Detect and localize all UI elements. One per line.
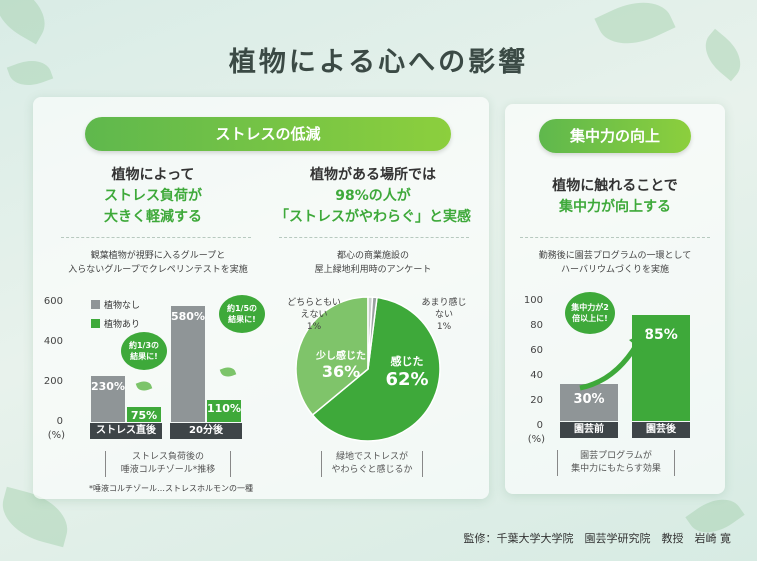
- caption-line: 唾液コルチゾール*推移: [120, 465, 216, 475]
- description-line: 屋上緑地利用時のアンケート: [314, 265, 432, 275]
- y-tick: 400: [43, 336, 63, 347]
- legend-swatch-none: [91, 300, 100, 309]
- legend-swatch-with: [91, 319, 100, 328]
- headline-line: 「ストレスがやわらぐ」と実感: [275, 209, 471, 225]
- pie-slice: [367, 296, 378, 370]
- bar-none-stress: [91, 376, 125, 422]
- caption-line: ストレス負荷後の: [131, 452, 204, 462]
- leaf-decoration: [0, 0, 56, 45]
- headline-line: 98%の人が: [335, 188, 411, 204]
- pie-slice: [295, 296, 369, 416]
- pie-label-agree: 感じた 62%: [375, 353, 439, 390]
- slice-value: 1%: [306, 322, 322, 332]
- y-tick: 600: [43, 296, 63, 307]
- pie-label-disagree: あまり感じない 1%: [419, 297, 469, 333]
- category-label-stress: ストレス直後: [90, 423, 162, 439]
- caption-line: 緑地でストレスが: [335, 452, 408, 462]
- increase-arrow-icon: [579, 332, 647, 391]
- headline-line: 大きく軽減する: [104, 209, 202, 225]
- headline-line: ストレス負荷が: [104, 188, 202, 204]
- description-line: 勤務後に園芸プログラムの一環として: [538, 251, 692, 261]
- y-tick: 20: [530, 395, 543, 406]
- slice-value: 62%: [385, 369, 429, 390]
- bar-value-label: 85%: [644, 326, 678, 343]
- credit: 監修：千葉大学大学院 園芸学研究院 教授 岩崎 寛: [463, 532, 732, 545]
- bar-with-stress: [127, 407, 161, 422]
- caption-line: やわらぐと感じるか: [331, 465, 413, 475]
- focus-bubble: 集中力が2倍以上に!: [565, 292, 615, 334]
- description-line: 観葉植物が視野に入るグループと: [90, 251, 226, 261]
- bar-after: [632, 314, 690, 421]
- chart-caption: 園芸プログラムが 集中力にもたらす効果: [557, 450, 675, 476]
- slice-label: あまり感じない: [421, 298, 467, 320]
- slice-label: 少し感じた: [316, 351, 366, 362]
- legend-label-none: 植物なし: [104, 301, 141, 311]
- headline-line: 植物がある場所では: [310, 167, 436, 183]
- slice-value: 1%: [436, 322, 452, 332]
- stress-panel: ストレスの低減 植物によって ストレス負荷が 大きく軽減する 植物がある場所では…: [33, 97, 489, 499]
- headline-line: 植物に触れることで: [552, 178, 678, 194]
- stress-section-pill: ストレスの低減: [85, 117, 451, 151]
- bar-before: [560, 383, 618, 421]
- bar-value-label: 230%: [91, 380, 125, 393]
- category-label-before: 園芸前: [560, 422, 618, 438]
- slice-value: 36%: [321, 362, 361, 381]
- divider: [279, 237, 469, 238]
- divider: [61, 237, 251, 238]
- reduction-bubble-2: 約1/5の結果に!: [219, 295, 265, 333]
- reduction-bubble-1: 約1/3の結果に!: [121, 332, 167, 370]
- footnote: *唾液コルチゾール…ストレスホルモンの一種: [89, 484, 253, 493]
- headline-line: 植物によって: [111, 167, 195, 183]
- description-line: 入らないグループでクレペリンテストを実施: [68, 265, 248, 275]
- y-tick: 0: [536, 420, 543, 431]
- pie-slice: [311, 296, 441, 442]
- focus-panel: 集中力の向上 植物に触れることで 集中力が向上する 勤務後に園芸プログラムの一環…: [505, 104, 725, 494]
- y-unit: (%): [47, 430, 65, 441]
- caption-line: 集中力にもたらす効果: [571, 464, 661, 474]
- bar-value-label: 30%: [573, 391, 605, 407]
- chart-caption: ストレス負荷後の 唾液コルチゾール*推移: [105, 451, 231, 477]
- caption-line: 園芸プログラムが: [580, 451, 652, 461]
- category-label-after: 園芸後: [632, 422, 690, 438]
- bar-with-20min: [207, 400, 241, 422]
- legend-label-with: 植物あり: [104, 320, 141, 330]
- pie-label-somewhat: 少し感じた 36%: [311, 347, 371, 381]
- y-tick: 40: [530, 370, 543, 381]
- y-tick: 80: [530, 320, 543, 331]
- y-tick: 200: [43, 376, 63, 387]
- plant-icon: [135, 378, 153, 394]
- chart-caption: 緑地でストレスが やわらぐと感じるか: [321, 451, 423, 477]
- y-tick: 100: [523, 295, 543, 306]
- slice-label: どちらともいえない: [287, 298, 341, 320]
- pie-label-neutral: どちらともいえない 1%: [283, 297, 345, 333]
- plant-icon: [219, 364, 237, 380]
- bar-value-label: 110%: [207, 402, 241, 415]
- bar-value-label: 75%: [130, 409, 158, 422]
- stress-headline: 植物によって ストレス負荷が 大きく軽減する: [73, 165, 233, 228]
- description-line: ハーバリウムづくりを実施: [561, 265, 669, 275]
- survey-headline: 植物がある場所では 98%の人が 「ストレスがやわらぐ」と実感: [273, 165, 473, 228]
- bar-value-label: 580%: [171, 310, 205, 323]
- stress-description: 観葉植物が視野に入るグループと 入らないグループでクレペリンテストを実施: [53, 249, 263, 277]
- divider: [520, 237, 710, 238]
- bar-none-20min: [171, 306, 205, 422]
- y-tick: 0: [56, 416, 63, 427]
- survey-pie-chart: [295, 296, 441, 442]
- slice-label: 感じた: [390, 355, 424, 368]
- focus-description: 勤務後に園芸プログラムの一環として ハーバリウムづくりを実施: [510, 249, 720, 277]
- survey-description: 都心の商業施設の 屋上緑地利用時のアンケート: [283, 249, 463, 277]
- description-line: 都心の商業施設の: [336, 251, 409, 261]
- page-title: 植物による心への影響: [228, 47, 529, 78]
- y-tick: 60: [530, 345, 543, 356]
- headline-line: 集中力が向上する: [559, 199, 671, 215]
- focus-headline: 植物に触れることで 集中力が向上する: [515, 176, 715, 218]
- y-unit: (%): [527, 434, 545, 445]
- category-label-20min: 20分後: [170, 423, 242, 439]
- focus-section-pill: 集中力の向上: [539, 119, 691, 153]
